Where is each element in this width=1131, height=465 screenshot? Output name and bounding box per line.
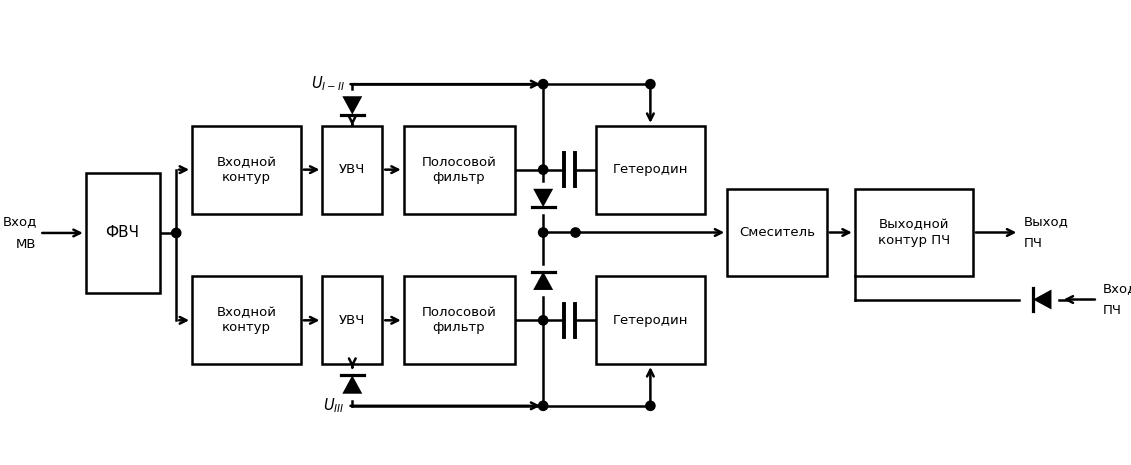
Text: Входной
контур: Входной контур (216, 306, 276, 334)
Bar (596, 126, 705, 213)
Bar (86, 173, 159, 293)
Polygon shape (533, 189, 553, 207)
Text: Вход: Вход (2, 215, 36, 228)
Circle shape (538, 316, 547, 325)
Bar (192, 276, 301, 364)
Bar (855, 189, 973, 276)
Text: $U_{I-II}$: $U_{I-II}$ (311, 75, 345, 93)
Text: УВЧ: УВЧ (339, 163, 365, 176)
Text: Гетеродин: Гетеродин (613, 163, 688, 176)
Polygon shape (533, 272, 553, 290)
Text: ПЧ: ПЧ (1024, 237, 1043, 250)
Text: УВЧ: УВЧ (339, 314, 365, 327)
Polygon shape (343, 96, 362, 114)
Text: Вход: Вход (1103, 282, 1131, 295)
Circle shape (538, 80, 547, 89)
Circle shape (538, 401, 547, 411)
Polygon shape (1033, 290, 1052, 310)
Text: Выходной
контур ПЧ: Выходной контур ПЧ (878, 219, 950, 246)
Text: Полосовой
фильтр: Полосовой фильтр (422, 306, 497, 334)
Text: МВ: МВ (16, 238, 36, 251)
Text: ПЧ: ПЧ (1103, 304, 1121, 317)
Bar (404, 276, 515, 364)
Circle shape (571, 228, 580, 237)
Bar (192, 126, 301, 213)
Text: Входной
контур: Входной контур (216, 156, 276, 184)
Text: Полосовой
фильтр: Полосовой фильтр (422, 156, 497, 184)
Polygon shape (343, 375, 362, 394)
Bar (322, 276, 382, 364)
Text: ФВЧ: ФВЧ (105, 226, 139, 240)
Circle shape (172, 228, 181, 238)
Bar (404, 126, 515, 213)
Circle shape (538, 165, 547, 174)
Circle shape (646, 80, 655, 89)
Circle shape (646, 401, 655, 411)
Bar (322, 126, 382, 213)
Bar (727, 189, 827, 276)
Text: $U_{III}$: $U_{III}$ (323, 397, 345, 415)
Text: Смеситель: Смеситель (739, 226, 815, 239)
Circle shape (538, 228, 547, 237)
Text: Выход: Выход (1024, 215, 1069, 228)
Text: Гетеродин: Гетеродин (613, 314, 688, 327)
Bar (596, 276, 705, 364)
